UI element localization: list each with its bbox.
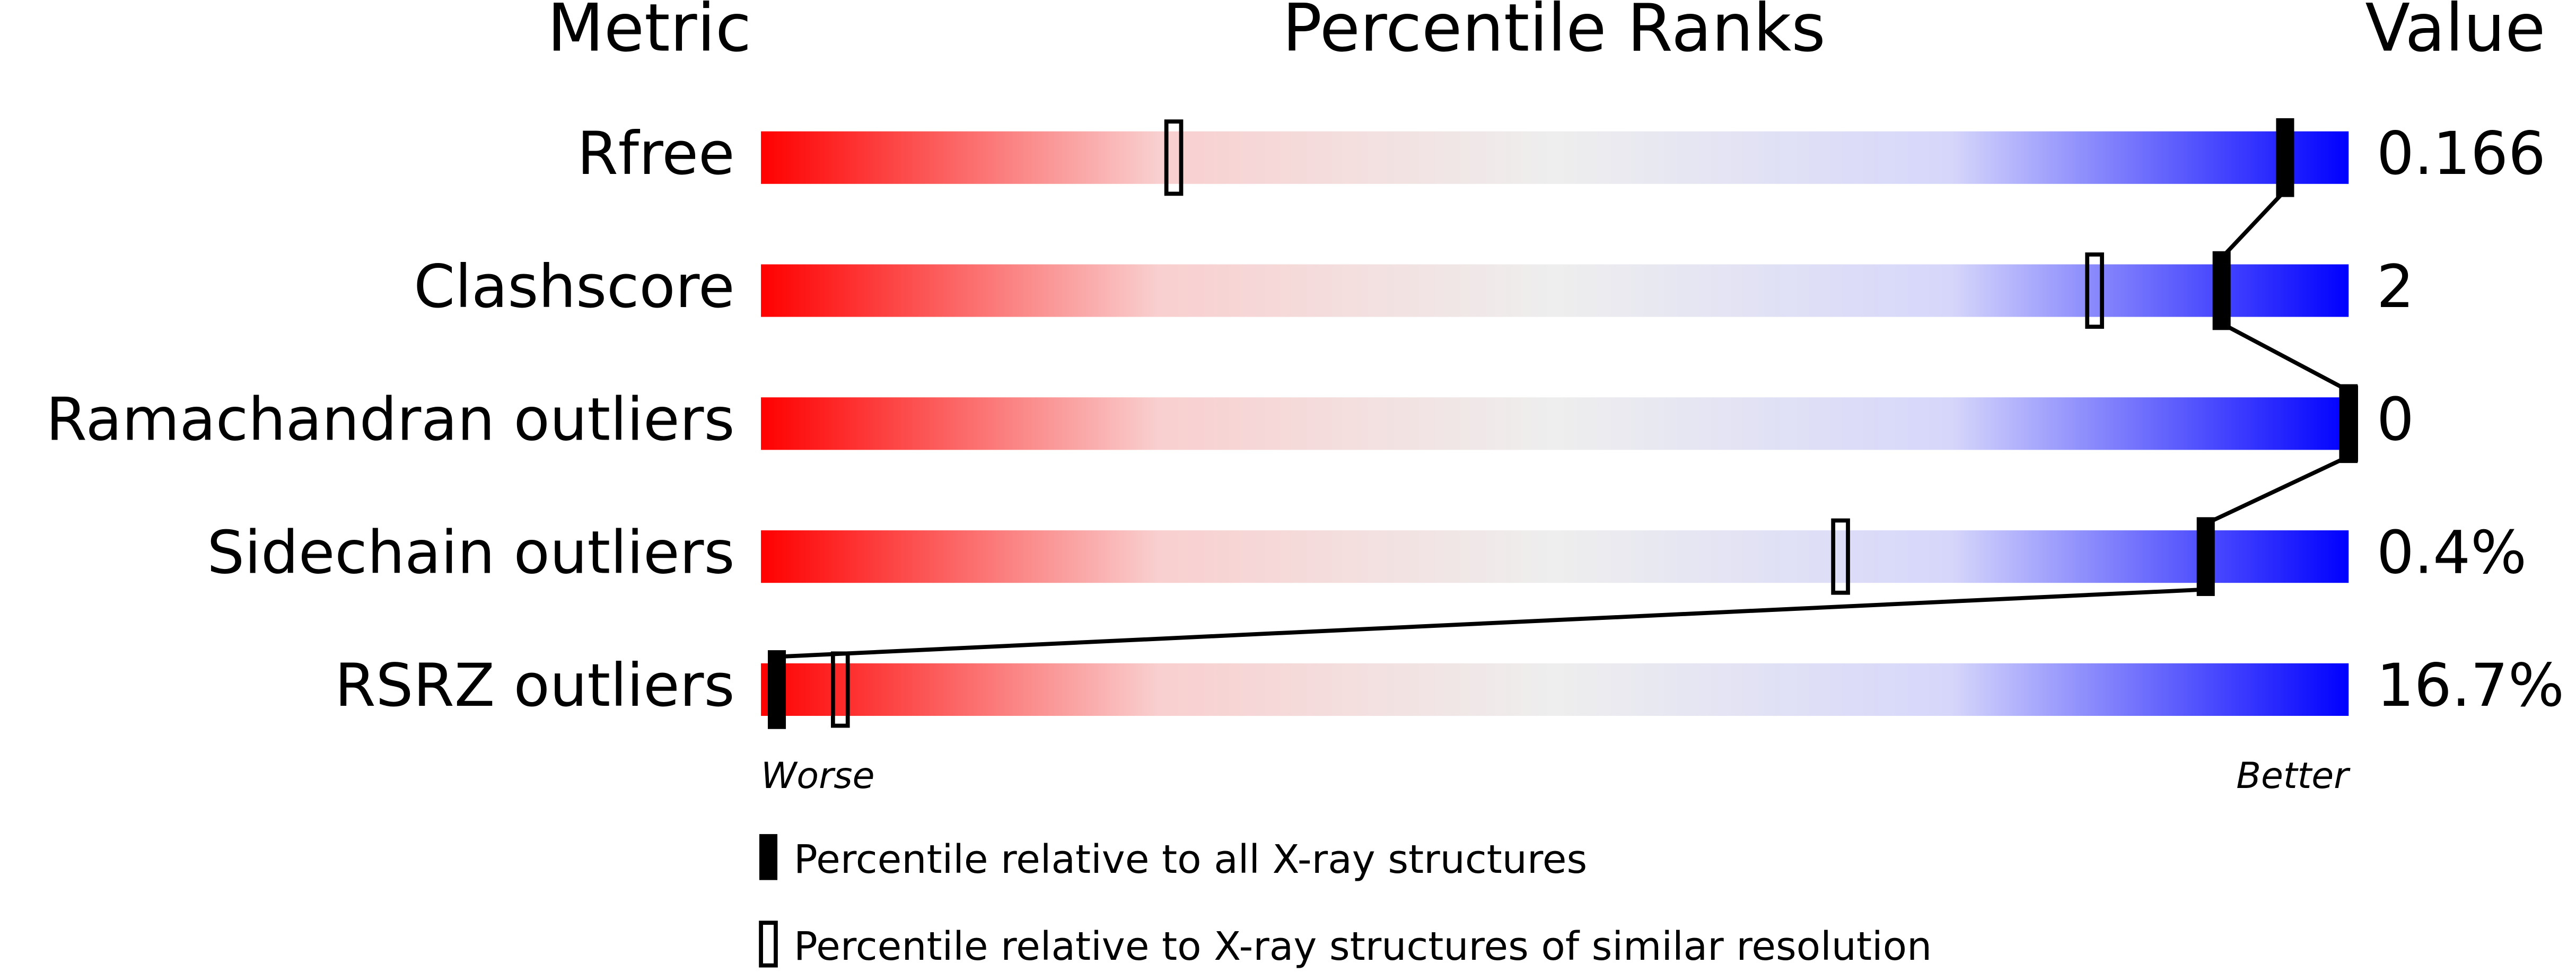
x-label: Worse	[761, 755, 874, 797]
connector-line	[2205, 454, 2350, 526]
percentile-bar	[761, 530, 2349, 583]
metric-label: RSRZ outliers	[335, 652, 734, 720]
connector-line	[776, 587, 2206, 659]
header: Percentile Ranks	[1282, 0, 1825, 67]
metric-label: Sidechain outliers	[207, 519, 734, 587]
marker-all	[768, 650, 786, 729]
percentile-bar	[761, 663, 2349, 716]
legend-swatch	[759, 834, 778, 880]
legend-swatch	[759, 921, 778, 968]
header: Value	[2365, 0, 2545, 67]
value-label: 16.7%	[2377, 652, 2564, 720]
marker-similar	[1164, 119, 1184, 196]
percentile-bar	[761, 264, 2349, 317]
marker-similar	[830, 651, 850, 728]
value-label: 0	[2377, 386, 2414, 454]
value-label: 2	[2377, 253, 2414, 321]
marker-all	[2276, 118, 2294, 197]
legend-label: Percentile relative to all X-ray structu…	[794, 836, 1587, 882]
metric-label: Clashscore	[414, 253, 734, 321]
header: Metric	[547, 0, 751, 67]
connector-line	[2220, 189, 2287, 259]
percentile-bar	[761, 397, 2349, 450]
value-label: 0.166	[2377, 120, 2546, 188]
marker-all	[2212, 251, 2231, 330]
marker-similar	[2085, 252, 2104, 329]
percentile-bar	[761, 131, 2349, 184]
marker-similar	[2339, 385, 2359, 462]
metric-label: Rfree	[577, 120, 734, 188]
x-label: Better	[2236, 755, 2351, 797]
value-label: 0.4%	[2377, 519, 2527, 587]
legend-label: Percentile relative to X-ray structures …	[794, 923, 1932, 969]
connector-line	[2220, 321, 2350, 393]
marker-all	[2196, 517, 2215, 596]
marker-similar	[1831, 518, 1850, 595]
metric-label: Ramachandran outliers	[46, 386, 735, 454]
